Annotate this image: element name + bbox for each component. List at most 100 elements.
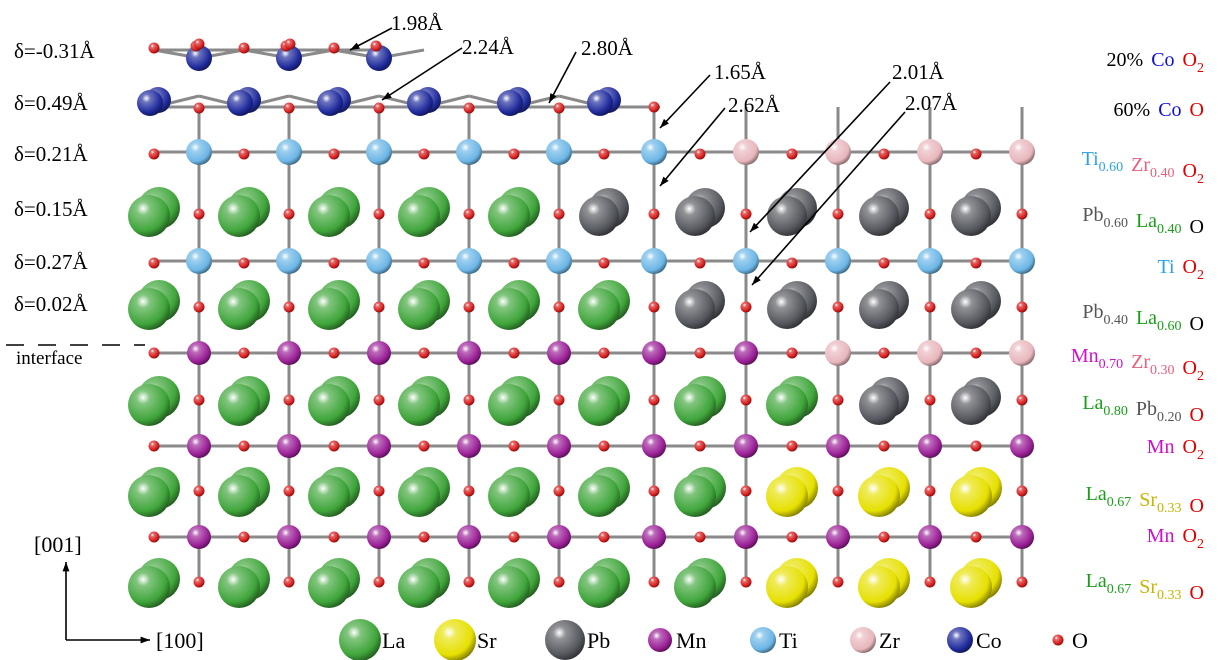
legend-pb-label: Pb [587,628,610,653]
o-atom [786,148,798,160]
o-atom [508,440,520,452]
ti-atom [186,139,212,165]
la-atom [128,288,170,330]
o-atom [328,42,340,54]
o-atom [648,485,660,497]
o-atom [786,440,798,452]
mn-atom [457,434,481,458]
zr-atom [917,340,943,366]
mn-atom [1010,434,1034,458]
mn-atom [826,525,850,549]
zr-atom [917,139,943,165]
o-atom [648,101,660,113]
mn-atom [734,525,758,549]
o-atom [418,257,430,269]
zr-atom [825,139,851,165]
sr-atom [858,566,900,608]
o-atom [283,576,295,588]
o-atom [238,148,250,160]
o-atom [970,347,982,359]
o-atom [238,531,250,543]
mn-atom [918,434,942,458]
zr-atom [733,139,759,165]
co-atom [317,90,343,116]
o-atom [553,485,565,497]
la-atom [308,475,350,517]
mn-atom [642,341,666,365]
o-atom [148,531,160,543]
o-atom [373,485,385,497]
o-atom [740,485,752,497]
la-atom [308,288,350,330]
co-atom [366,45,392,71]
ti-atom [1009,248,1035,274]
mn-atom [547,341,571,365]
o-atom [373,576,385,588]
legend-la-label: La [382,628,405,653]
o-atom [878,257,890,269]
o-atom [1016,576,1028,588]
delta-label: δ=0.15Å [14,197,88,221]
o-atom [878,148,890,160]
mn-atom [457,525,481,549]
o-atom [694,148,706,160]
la-atom [488,288,530,330]
ti-atom [917,248,943,274]
o-atom [924,394,936,406]
o-atom [694,257,706,269]
legend-sr-swatch [434,619,476,660]
legend-co-swatch [947,627,973,653]
layer-composition-label: Mn O2 [1147,525,1204,552]
o-atom [283,301,295,313]
arrow-2.80 [548,51,577,104]
arrow-2.24-head [382,92,392,100]
pb-atom [951,385,991,425]
legend-o-label: O [1072,628,1088,653]
la-atom [218,195,260,237]
axis-001-arrow-head [62,562,70,572]
o-atom [283,485,295,497]
co-atom [497,90,523,116]
delta-label: δ=-0.31Å [14,39,95,63]
ti-atom [546,139,572,165]
la-atom [674,566,716,608]
o-atom [924,301,936,313]
o-atom [328,148,340,160]
delta-label: δ=0.02Å [14,292,88,316]
legend-sr-label: Sr [477,628,497,653]
o-atom [328,257,340,269]
la-atom [488,384,530,426]
o-atom [598,148,610,160]
legend-pb-swatch [545,620,585,660]
o-atom [832,394,844,406]
o-atom [463,301,475,313]
la-atom [308,384,350,426]
o-atom [970,531,982,543]
o-atom [508,257,520,269]
delta-label: δ=0.27Å [14,250,88,274]
distance-label: 2.01Å [892,60,945,84]
mn-atom [367,434,391,458]
la-atom [674,384,716,426]
layer-composition-label: Mn0.70 Zr0.30 O2 [1071,345,1204,384]
axis-100-label: [100] [156,628,204,653]
arrow-2.01-head [750,222,759,232]
o-atom [598,531,610,543]
distance-label: 2.07Å [905,91,958,115]
o-atom [786,257,798,269]
o-atom [148,440,160,452]
o-atom [598,257,610,269]
o-atom [970,148,982,160]
legend-co-label: Co [976,628,1002,653]
o-atom [463,208,475,220]
la-atom [766,384,808,426]
distance-label: 1.65Å [714,60,767,84]
o-atom [553,102,565,114]
mn-atom [547,434,571,458]
o-atom [786,531,798,543]
la-atom [578,384,620,426]
o-atom [924,485,936,497]
o-atom [284,38,296,50]
o-atom [508,148,520,160]
mn-atom [367,341,391,365]
